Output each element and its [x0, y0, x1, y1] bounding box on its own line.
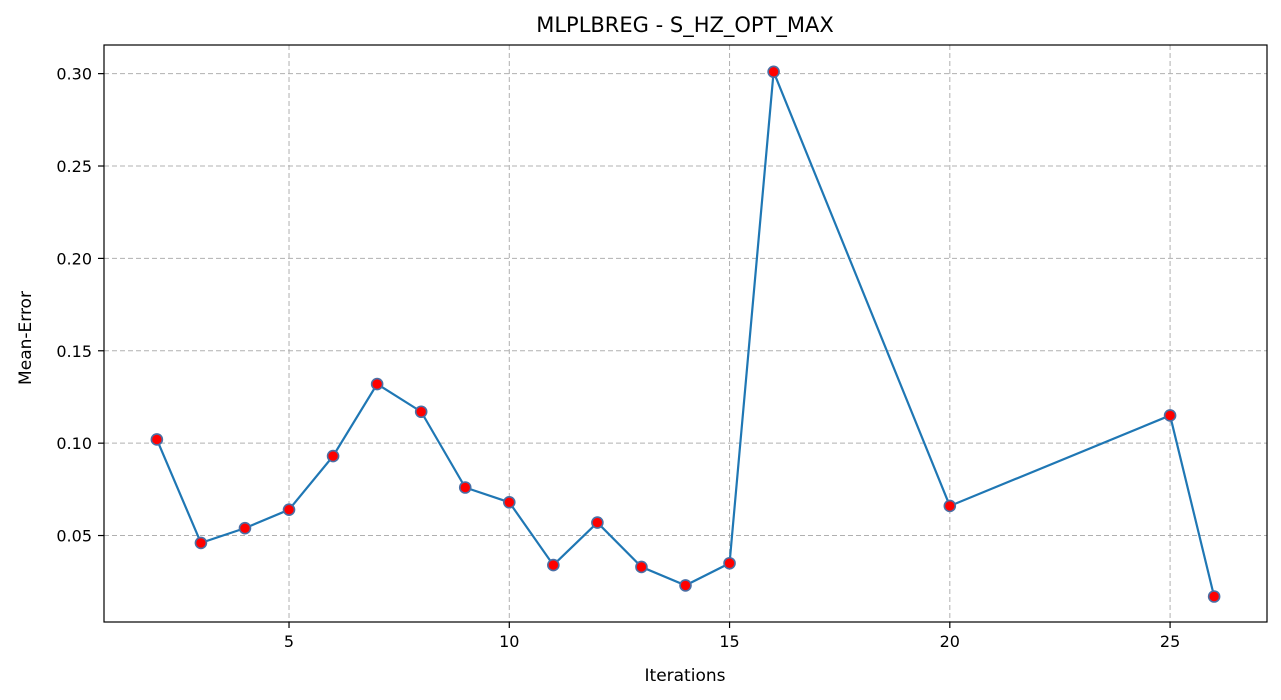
data-point	[723, 556, 736, 570]
data-point	[150, 433, 164, 446]
data-point	[502, 495, 516, 509]
data-point	[282, 503, 296, 516]
data-point	[1207, 590, 1221, 603]
axis-ticks: 5 10 15 20 25 0.05 0.10 0.15 0.20 0.25 0.30	[56, 65, 1180, 651]
data-point	[326, 449, 340, 463]
x-tick-label: 15	[719, 632, 739, 651]
data-point	[591, 516, 604, 529]
data-point	[767, 65, 780, 79]
x-axis-label: Iterations	[645, 666, 726, 686]
chart-title: MLPLBREG - S_HZ_OPT_MAX	[536, 13, 834, 38]
x-tick-label: 10	[499, 632, 519, 651]
y-tick-label: 0.15	[56, 342, 92, 361]
data-point	[458, 481, 472, 494]
x-tick-label: 20	[940, 632, 960, 651]
data-point	[679, 579, 692, 592]
data-point	[370, 377, 384, 391]
data-point	[547, 558, 560, 572]
plot-frame	[103, 44, 1268, 623]
data-point	[238, 521, 252, 535]
series-layer	[150, 65, 1221, 603]
series-line	[155, 71, 1216, 597]
y-axis-label: Mean-Error	[16, 291, 36, 385]
data-point	[194, 536, 208, 550]
y-tick-label: 0.10	[56, 434, 92, 453]
x-tick-label: 5	[284, 632, 294, 651]
grid-lines	[104, 45, 1267, 622]
data-point	[414, 405, 428, 419]
y-tick-label: 0.25	[56, 157, 92, 176]
x-tick-label: 25	[1160, 632, 1180, 651]
y-tick-label: 0.05	[56, 527, 92, 546]
data-point	[635, 560, 648, 574]
y-tick-label: 0.30	[56, 65, 92, 84]
y-tick-label: 0.20	[56, 249, 92, 268]
data-point	[943, 499, 957, 513]
data-point	[1163, 409, 1177, 422]
